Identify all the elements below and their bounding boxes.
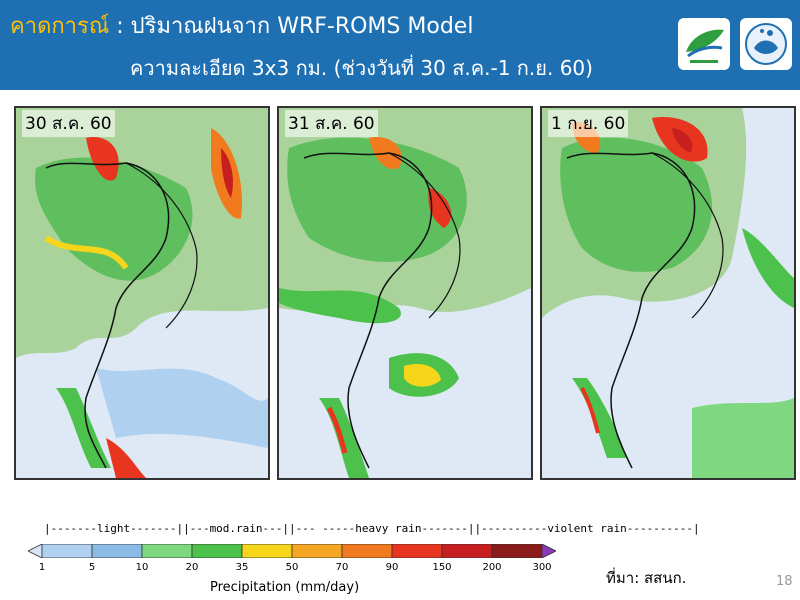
rainfall-map-day1: 30 ส.ค. 60	[14, 106, 270, 480]
legend-tick-label: 20	[185, 562, 199, 573]
legend-bin	[141, 544, 193, 558]
legend-tick-label: 5	[88, 562, 96, 573]
legend-bin	[441, 544, 493, 558]
legend-tick-label: 150	[432, 562, 452, 573]
page-subtitle: ความละเอียด 3x3 กม. (ช่วงวันที่ 30 ส.ค.-…	[130, 56, 593, 80]
page-number: 18	[776, 574, 793, 589]
legend-bin	[241, 544, 293, 558]
map-date-label: 1 ก.ย. 60	[548, 110, 629, 137]
title-text: : ปริมาณฝนจาก WRF-ROMS Model	[109, 14, 474, 39]
data-source: ที่มา: สสนก.	[606, 569, 687, 587]
legend-bin-under	[28, 544, 43, 558]
legend-tick-label: 10	[135, 562, 149, 573]
organization-logo-water	[740, 18, 792, 70]
page-title: คาดการณ์ : ปริมาณฝนจาก WRF-ROMS Model	[10, 8, 473, 43]
legend-title: Precipitation (mm/day)	[210, 580, 360, 595]
rainfall-map-day2: 31 ส.ค. 60	[277, 106, 533, 480]
legend-tick-label: 90	[385, 562, 399, 573]
legend-tick-label: 70	[335, 562, 349, 573]
legend-category-line: |-------light-------||---mod.rain---||--…	[44, 522, 700, 535]
legend-tick-label: 50	[285, 562, 299, 573]
legend-bin	[191, 544, 243, 558]
legend-tick-label: 300	[532, 562, 552, 573]
legend-colorbar	[28, 544, 556, 558]
legend-tick-label: 1	[38, 562, 46, 573]
legend-bin	[491, 544, 543, 558]
map-date-label: 31 ส.ค. 60	[285, 110, 378, 137]
map-date-label: 30 ส.ค. 60	[22, 110, 115, 137]
legend-bin-over	[541, 544, 556, 558]
legend-tick-label: 35	[235, 562, 249, 573]
legend-tick-label: 200	[482, 562, 502, 573]
legend-bin	[341, 544, 393, 558]
title-keyword: คาดการณ์	[10, 14, 110, 39]
legend-bin	[391, 544, 443, 558]
organization-logo-leaf	[678, 18, 730, 70]
rainfall-map-day3: 1 ก.ย. 60	[540, 106, 796, 480]
precipitation-legend: |-------light-------||---mod.rain---||--…	[14, 518, 700, 598]
header-banner: คาดการณ์ : ปริมาณฝนจาก WRF-ROMS Model คว…	[0, 0, 800, 90]
legend-bin	[41, 544, 93, 558]
legend-bin	[291, 544, 343, 558]
legend-bin	[91, 544, 143, 558]
